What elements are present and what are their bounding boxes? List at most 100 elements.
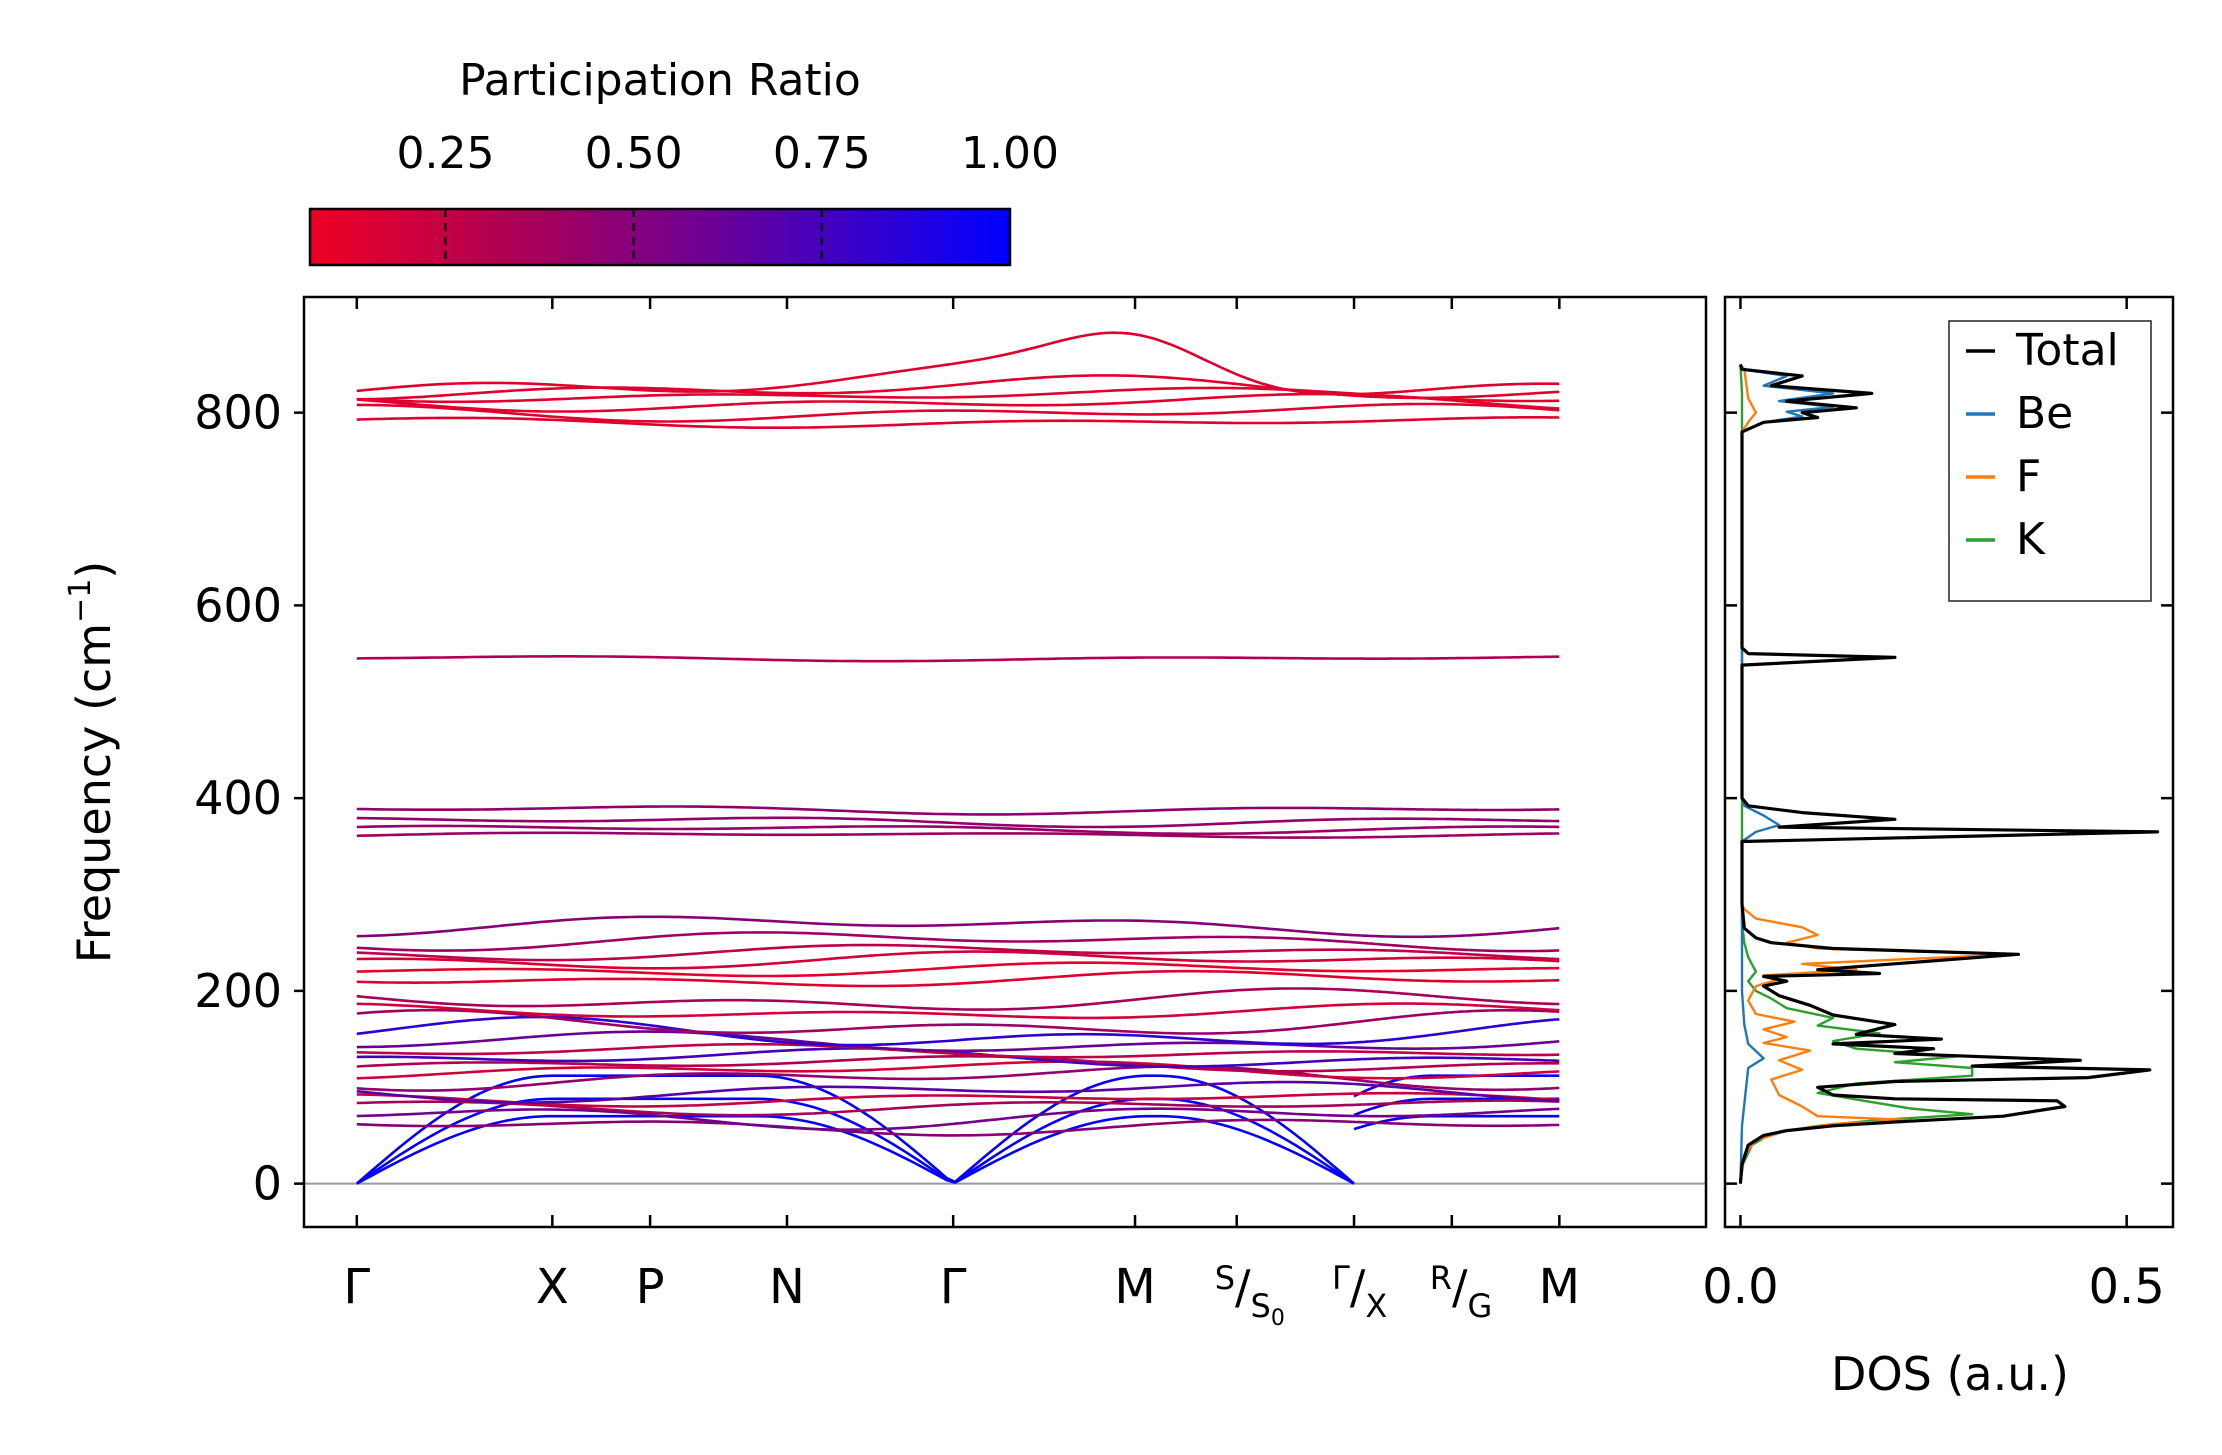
k-label-sup: S bbox=[1215, 1259, 1235, 1297]
band-opt-124-seg1 bbox=[1354, 1062, 1560, 1072]
band-opt-825-seg0 bbox=[356, 374, 1355, 401]
y-tick-label-200: 200 bbox=[194, 964, 282, 1018]
legend-label-f: F bbox=[2016, 451, 2041, 502]
band-opt-376-seg1 bbox=[1353, 817, 1560, 823]
colorbar-tick-label-0: 0.25 bbox=[396, 128, 494, 179]
k-point-label-6: S/S0 bbox=[1215, 1259, 1285, 1331]
y-tick-label-800: 800 bbox=[194, 386, 282, 440]
k-label-sub: S bbox=[1251, 1287, 1271, 1325]
k-point-label-7: Γ/X bbox=[1332, 1259, 1387, 1325]
band-opt-252-seg1 bbox=[1353, 941, 1560, 953]
k-label-sup: R bbox=[1430, 1259, 1452, 1297]
dos-x-tick-label-0: 0.0 bbox=[1702, 1259, 1778, 1315]
band-opt-222-seg1 bbox=[1354, 966, 1560, 973]
k-point-label-9: M bbox=[1539, 1259, 1580, 1315]
band-opt-388-seg1 bbox=[1354, 807, 1560, 812]
band-opt-838-seg0 bbox=[356, 331, 1355, 396]
y-tick-label-0: 0 bbox=[253, 1157, 282, 1211]
band-opt-70-seg1 bbox=[1354, 1107, 1560, 1118]
band-opt-376-seg0 bbox=[356, 816, 1355, 829]
band-opt-232-seg1 bbox=[1354, 956, 1560, 963]
y-axis-label-close: ) bbox=[67, 561, 121, 579]
colorbar-tick-labels: 0.25 0.50 0.75 1.00 bbox=[396, 128, 1058, 179]
dos-x-axis: 0.0 0.5 bbox=[1702, 297, 2165, 1315]
band-opt-165-seg0 bbox=[356, 1008, 1355, 1035]
band-acoustic-1-seg1 bbox=[1353, 1114, 1560, 1131]
band-opt-110-seg1 bbox=[1353, 1078, 1560, 1092]
colorbar-bar bbox=[308, 207, 1012, 267]
band-opt-190-seg1 bbox=[1353, 988, 1560, 1006]
dos-axes-frame bbox=[1723, 295, 2175, 1229]
dos-y-ticks bbox=[1725, 411, 2173, 1185]
y-tick-label-600: 600 bbox=[194, 578, 282, 632]
k-point-label-3: N bbox=[769, 1259, 805, 1315]
band-opt-137-seg1 bbox=[1353, 1050, 1560, 1057]
band-opt-362-seg0 bbox=[356, 831, 1355, 839]
band-opt-790-seg1 bbox=[1353, 416, 1560, 423]
band-opt-800-seg1 bbox=[1353, 402, 1560, 412]
colorbar: Participation Ratio 0.25 0.50 0.75 1.00 bbox=[308, 55, 1059, 267]
y-axis-label-main: Frequency (cm bbox=[67, 623, 121, 963]
band-opt-818-seg1 bbox=[1353, 392, 1560, 403]
legend-items: Total Be FK bbox=[1966, 325, 2119, 565]
band-opt-155-seg1 bbox=[1353, 1017, 1560, 1044]
band-opt-252-seg0 bbox=[356, 931, 1355, 952]
legend-label-total: Total bbox=[2015, 325, 2119, 376]
k-label-slash: / bbox=[1235, 1260, 1251, 1314]
band-opt-268-seg0 bbox=[356, 915, 1355, 938]
band-opt-118-seg1 bbox=[1353, 1070, 1560, 1080]
y-axis-label: Frequency (cm−1) bbox=[63, 561, 121, 964]
band-opt-368-seg1 bbox=[1353, 825, 1560, 832]
band-opt-800-seg0 bbox=[356, 403, 1355, 423]
band-opt-818-seg0 bbox=[356, 386, 1355, 404]
k-point-label-1: X bbox=[536, 1259, 569, 1315]
band-opt-178-seg0 bbox=[356, 1002, 1355, 1020]
band-opt-96-seg0 bbox=[356, 1080, 1355, 1104]
dos-curve-be bbox=[1739, 364, 1835, 1184]
band-opt-155-seg0 bbox=[356, 1015, 1355, 1047]
legend: Total Be FK bbox=[1948, 320, 2152, 602]
band-opt-96-seg1 bbox=[1353, 1082, 1560, 1103]
y-axis-label-sup: −1 bbox=[63, 579, 98, 623]
k-point-label-0: Γ bbox=[343, 1259, 370, 1315]
band-y-axis: 0 200 400 600 800 bbox=[194, 386, 304, 1211]
band-opt-838-seg1 bbox=[1354, 382, 1560, 396]
phonon-bands bbox=[355, 331, 1560, 1185]
band-x-axis: Γ X P N Γ M S/S0Γ/XR/G M bbox=[343, 297, 1580, 1331]
band-opt-212-seg0 bbox=[356, 969, 1355, 988]
k-label-slash: / bbox=[1350, 1260, 1366, 1314]
k-point-label-8: R/G bbox=[1430, 1259, 1493, 1325]
band-opt-178-seg1 bbox=[1354, 1002, 1560, 1012]
band-opt-190-seg0 bbox=[356, 987, 1355, 1011]
band-opt-124-seg0 bbox=[356, 1055, 1355, 1073]
band-axes-frame bbox=[302, 295, 1708, 1229]
colorbar-ticks bbox=[444, 209, 823, 265]
band-opt-165-seg1 bbox=[1353, 1009, 1560, 1024]
band-opt-240-seg1 bbox=[1354, 948, 1560, 961]
band-opt-388-seg0 bbox=[356, 805, 1355, 816]
band-opt-80-seg0 bbox=[356, 1100, 1355, 1117]
band-opt-545-seg1 bbox=[1354, 655, 1560, 660]
band-opt-60-seg0 bbox=[356, 1118, 1355, 1137]
dos-x-axis-label: DOS (a.u.) bbox=[1831, 1347, 2069, 1401]
k-point-label-5: M bbox=[1114, 1259, 1155, 1315]
dos-panel: 0.0 0.5 DOS (a.u.) Total Be FK bbox=[1702, 295, 2175, 1401]
dos-curves bbox=[1738, 363, 2160, 1184]
colorbar-title: Participation Ratio bbox=[459, 55, 861, 106]
k-label-sub: X bbox=[1365, 1287, 1387, 1325]
band-opt-240-seg0 bbox=[356, 943, 1354, 962]
band-opt-368-seg0 bbox=[356, 824, 1355, 836]
k-label-sub: G bbox=[1468, 1287, 1493, 1325]
legend-label-be: Be bbox=[2016, 388, 2073, 439]
k-label-sup: Γ bbox=[1332, 1259, 1350, 1297]
band-opt-825-seg1 bbox=[1353, 390, 1560, 400]
band-opt-810-seg0 bbox=[356, 392, 1355, 413]
y-tick-label-400: 400 bbox=[194, 771, 282, 825]
band-opt-362-seg1 bbox=[1354, 832, 1560, 839]
k-point-label-4: Γ bbox=[940, 1259, 967, 1315]
legend-frame bbox=[1948, 320, 2152, 602]
band-opt-130-seg1 bbox=[1353, 1056, 1560, 1063]
band-opt-212-seg1 bbox=[1353, 976, 1560, 983]
band-opt-545-seg0 bbox=[356, 655, 1354, 663]
